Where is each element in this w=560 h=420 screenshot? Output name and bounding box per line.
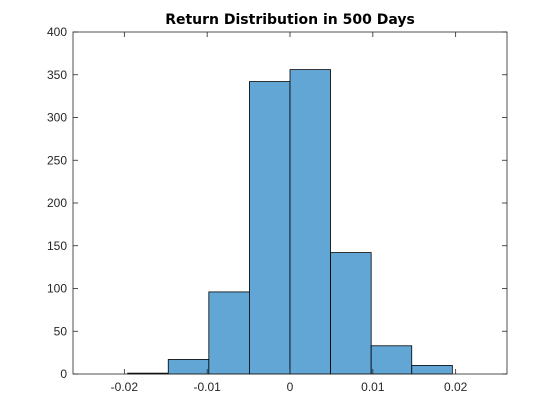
histogram-bar [208,291,250,375]
x-tick-label: -0.01 [193,380,221,394]
histogram-bar [289,69,331,375]
y-tick-label: 150 [47,239,67,253]
x-tick-label: 0.01 [361,380,385,394]
y-tick-label: 250 [47,153,67,167]
x-tick-label: -0.02 [111,380,139,394]
histogram-bar [411,365,453,375]
x-tick-label: 0 [287,380,294,394]
y-tick-label: 0 [60,367,67,381]
y-tick-label: 400 [47,25,67,39]
y-tick-label: 50 [54,324,68,338]
histogram-bar [167,359,210,375]
y-tick-label: 300 [47,111,67,125]
x-tick-label: 0.02 [444,380,468,394]
y-tick-label: 200 [47,196,67,210]
histogram-bar [249,81,291,375]
y-tick-label: 350 [47,68,67,82]
axes-layer: -0.02 -0.01 0 0.01 0.02 0 50 100 150 200 250 300 350… [47,25,508,394]
histogram-bar [330,252,372,375]
bars-layer [127,69,453,375]
y-tick-label: 100 [47,282,67,296]
chart-title: Return Distribution in 500 Days [165,12,415,28]
histogram-bar [370,345,413,375]
